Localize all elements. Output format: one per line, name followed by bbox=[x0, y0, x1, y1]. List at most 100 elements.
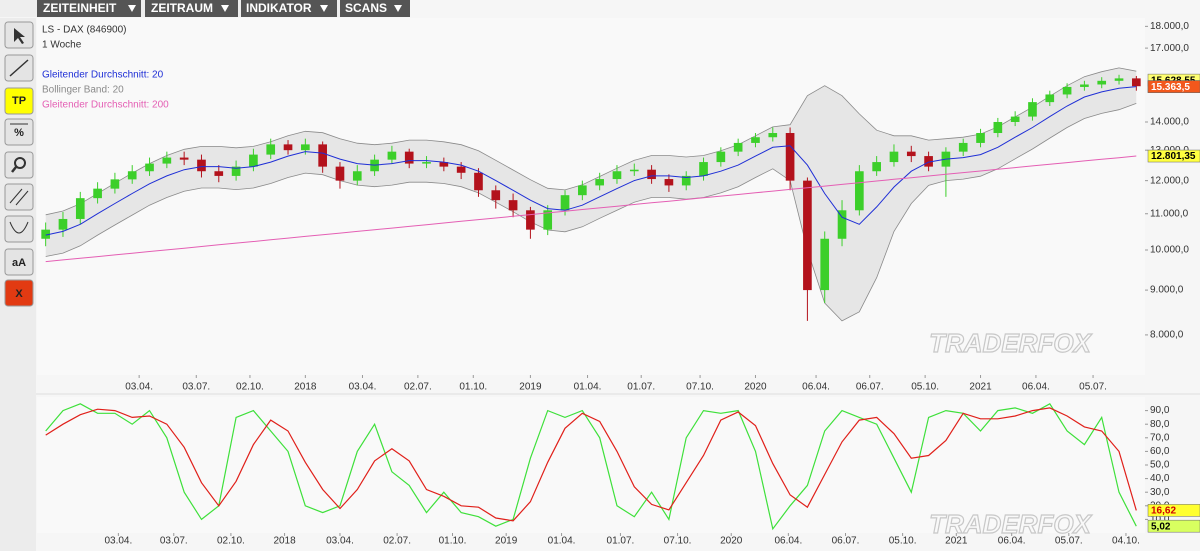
cursor-icon bbox=[14, 28, 25, 44]
menu-arrow bbox=[320, 5, 328, 12]
value-tag-label: 12.801,35 bbox=[1151, 151, 1196, 162]
x-tick-label: 03.04. bbox=[326, 536, 354, 547]
x-tick-label: 02.07. bbox=[383, 536, 411, 547]
y-tick-label: 40,0 bbox=[1150, 473, 1170, 484]
y-tick-label: 70,0 bbox=[1150, 432, 1170, 443]
x-tick-label: 05.07. bbox=[1079, 382, 1107, 393]
curve-icon bbox=[9, 221, 29, 234]
candle-body bbox=[889, 151, 899, 163]
moving-average bbox=[45, 155, 1137, 263]
x-tick-label: 06.04. bbox=[998, 536, 1026, 547]
chart-title: LS - DAX (846900) bbox=[42, 25, 127, 36]
x-tick-label: 2019 bbox=[519, 382, 542, 393]
candle-body bbox=[231, 166, 241, 176]
menu-tab[interactable] bbox=[241, 0, 337, 17]
candle-body bbox=[214, 171, 224, 176]
tool-label[interactable]: X bbox=[15, 288, 23, 300]
x-tick-label: 2018 bbox=[294, 382, 317, 393]
x-tick-label: 03.07. bbox=[160, 536, 188, 547]
menu-label[interactable]: ZEITRAUM bbox=[151, 1, 213, 15]
value-tag bbox=[1147, 519, 1200, 533]
x-tick-label: 01.07. bbox=[627, 382, 655, 393]
channel-icon bbox=[9, 188, 23, 204]
x-tick-label: 2021 bbox=[945, 536, 968, 547]
candle-body bbox=[751, 137, 760, 143]
tool-tp[interactable] bbox=[4, 87, 34, 115]
tool-curve[interactable] bbox=[4, 215, 34, 243]
y-tick-label: 8.000,0 bbox=[1150, 330, 1184, 341]
x-tick-label: 06.04. bbox=[802, 382, 830, 393]
candle-body bbox=[924, 156, 933, 167]
candle-body bbox=[578, 185, 587, 196]
x-tick-label: 01.04. bbox=[574, 382, 602, 393]
candle-body bbox=[1028, 102, 1037, 117]
value-tag-label: 16,62 bbox=[1151, 506, 1176, 517]
zoom-icon bbox=[14, 157, 26, 169]
candle-body bbox=[110, 179, 120, 189]
candle-body bbox=[976, 133, 985, 143]
x-tick-label: 04.10. bbox=[1112, 536, 1140, 547]
candle-body bbox=[595, 179, 604, 186]
candle-body bbox=[41, 229, 50, 239]
candle-body bbox=[716, 151, 726, 163]
candle-body bbox=[508, 200, 518, 211]
legend-entry: Gleitender Durchschnitt: 200 bbox=[42, 100, 169, 111]
line-icon bbox=[9, 59, 29, 77]
candle-body bbox=[145, 163, 154, 172]
candle-body bbox=[404, 151, 414, 164]
candle-body bbox=[1132, 78, 1141, 87]
tool-label[interactable]: aA bbox=[12, 257, 26, 269]
candle-body bbox=[318, 144, 327, 167]
candle-body bbox=[179, 157, 189, 160]
y-tick-label: 50,0 bbox=[1150, 460, 1170, 471]
candle-body bbox=[855, 171, 864, 211]
tool-label[interactable]: TP bbox=[12, 95, 26, 107]
candle-body bbox=[768, 133, 778, 138]
y-tick-label: 17.000,0 bbox=[1150, 43, 1189, 54]
menu-label[interactable]: INDIKATOR bbox=[246, 1, 312, 15]
x-tick-label: 05.07. bbox=[1055, 536, 1083, 547]
tool-channel[interactable] bbox=[4, 183, 34, 211]
candle-body bbox=[820, 238, 830, 291]
x-tick-label: 2021 bbox=[969, 382, 992, 393]
candle-body bbox=[58, 218, 68, 230]
candle-body bbox=[1097, 80, 1107, 85]
tool-delete[interactable] bbox=[4, 279, 34, 307]
y-tick-label: 14.000,0 bbox=[1150, 117, 1189, 128]
watermark: TRADERFOX bbox=[929, 328, 1092, 358]
menu-label[interactable]: ZEITEINHEIT bbox=[43, 1, 117, 15]
menu-tab[interactable] bbox=[37, 0, 141, 17]
candle-body bbox=[629, 169, 639, 172]
tool-text[interactable] bbox=[4, 248, 34, 276]
y-tick-label: 18.000,0 bbox=[1150, 21, 1189, 32]
y-tick-label: 10.000,0 bbox=[1150, 245, 1189, 256]
menu-tab[interactable] bbox=[340, 0, 410, 17]
candle-body bbox=[837, 210, 847, 239]
bollinger-band-area bbox=[45, 67, 1137, 321]
tool-label[interactable]: % bbox=[14, 127, 24, 139]
x-tick-label: 2019 bbox=[495, 536, 518, 547]
oscillator-line bbox=[45, 407, 1137, 522]
bollinger-upper bbox=[45, 67, 1137, 216]
x-tick-label: 03.04. bbox=[125, 382, 153, 393]
candle-body bbox=[162, 157, 172, 164]
candle-body bbox=[127, 171, 137, 180]
candle-body bbox=[266, 144, 276, 155]
candle-body bbox=[283, 144, 293, 151]
tool-zoom[interactable] bbox=[4, 151, 34, 179]
menu-tab[interactable] bbox=[145, 0, 238, 17]
tool-percent[interactable] bbox=[4, 118, 34, 146]
menu-bar: ZEITEINHEIT ZEITRAUM INDIKATOR SCANS bbox=[0, 0, 410, 17]
menu-label[interactable]: SCANS bbox=[345, 1, 387, 15]
x-tick-label: 01.04. bbox=[548, 536, 576, 547]
y-tick-label: 12.000,0 bbox=[1150, 175, 1189, 186]
candle-body bbox=[526, 210, 535, 230]
candle-body bbox=[1062, 86, 1072, 95]
candle-body bbox=[1010, 116, 1020, 122]
candle-body bbox=[335, 166, 345, 181]
candle-body bbox=[1045, 94, 1055, 103]
x-tick-label: 03.04. bbox=[104, 536, 132, 547]
candle-body bbox=[456, 166, 466, 173]
x-tick-label: 2020 bbox=[744, 382, 767, 393]
candle-body bbox=[958, 142, 968, 152]
